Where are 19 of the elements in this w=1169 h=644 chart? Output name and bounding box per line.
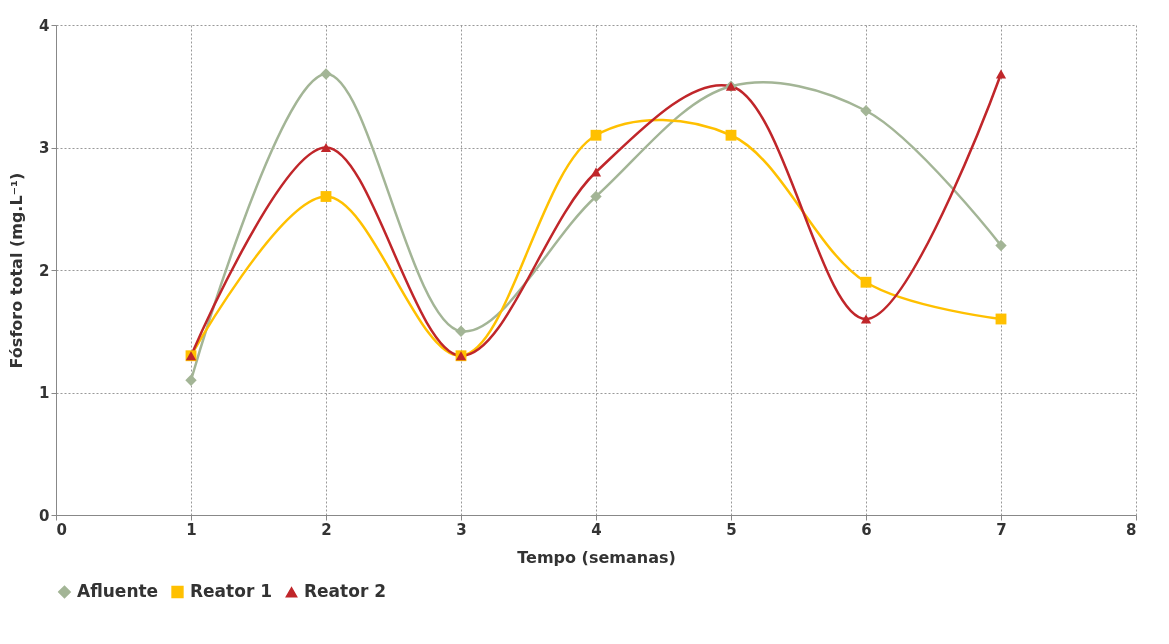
x-tick-label: 2 [321,520,332,539]
x-tick-label: 0 [56,520,67,539]
x-axis-title: Tempo (semanas) [517,547,676,567]
x-tick-label: 7 [996,520,1007,539]
legend-label: Reator 2 [304,581,387,602]
y-tick-label: 4 [39,16,50,35]
legend-label: Reator 1 [190,581,273,602]
y-tick-label: 1 [39,384,50,402]
y-axis-title: Fósforo total (mg.L⁻¹) [7,172,27,369]
y-tick-label: 2 [39,261,50,280]
x-tick-label: 6 [861,520,872,539]
y-tick-label: 0 [39,506,50,525]
x-tick-label: 1 [186,520,197,539]
y-tick-label: 3 [39,139,50,157]
x-tick-label: 8 [1126,520,1137,539]
x-tick-label: 3 [456,520,467,539]
x-tick-label: 4 [591,520,602,539]
x-tick-label: 5 [726,520,737,539]
legend-label: Afluente [77,580,159,601]
